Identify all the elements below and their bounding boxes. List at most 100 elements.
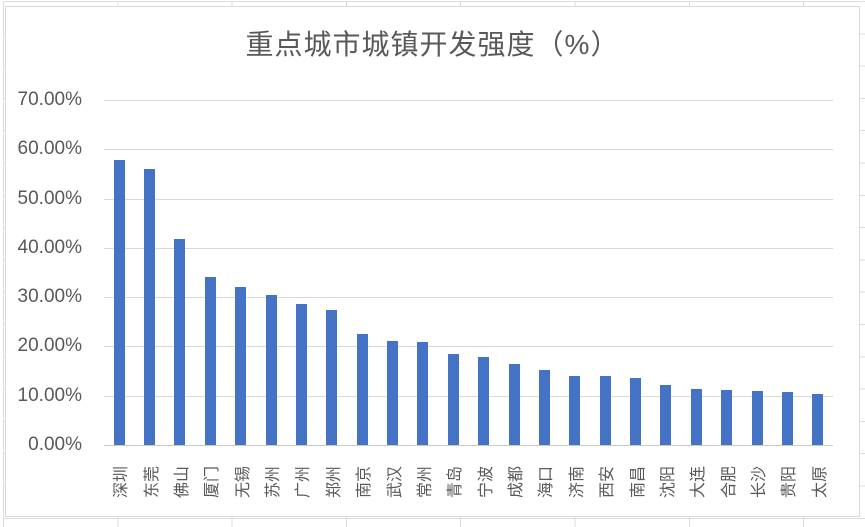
bar-slot [681,100,711,445]
bar-宁波[interactable] [478,357,490,445]
bar-沈阳[interactable] [660,385,672,445]
bar-武汉[interactable] [387,341,399,445]
bar-大连[interactable] [690,389,702,445]
x-axis-category-label: 常州 [416,465,434,499]
y-axis-tick-label: 60.00% [17,138,82,160]
bar-slot [620,100,650,445]
x-axis-category-label: 海口 [538,465,556,499]
y-axis-tick-label: 10.00% [17,384,82,406]
gridline [104,149,833,151]
bar-slot [712,100,742,445]
x-label-slot: 郑州 [317,451,347,513]
y-axis-tick-label: 20.00% [17,335,82,357]
x-axis-category-label: 南京 [356,465,374,499]
x-axis[interactable]: 深圳 东莞 佛山 厦门 无锡 苏州 广州 郑州 南京 武汉 常州 青岛 宁波 成都 海口 济南 西安 南昌 沈阳 大连… [104,451,833,513]
bar-slot [469,100,499,445]
x-axis-category-label: 广州 [295,465,313,499]
bar-slot [651,100,681,445]
x-axis-category-label: 东莞 [143,465,161,499]
bar-slot [803,100,833,445]
x-axis-category-label: 贵阳 [781,465,799,499]
x-axis-category-label: 青岛 [447,465,465,499]
x-axis-category-label: 大连 [690,465,708,499]
y-axis-tick-label: 50.00% [17,187,82,209]
x-axis-category-label: 宁波 [477,465,495,499]
x-label-slot: 海口 [529,451,559,513]
x-label-slot: 宁波 [469,451,499,513]
bar-济南[interactable] [569,376,581,445]
x-label-slot: 常州 [408,451,438,513]
x-label-slot: 佛山 [165,451,195,513]
bar-广州[interactable] [295,304,307,445]
x-axis-category-label: 厦门 [204,465,222,499]
gridline [104,100,833,101]
x-axis-category-label: 深圳 [113,465,131,499]
gridline [104,198,833,200]
x-axis-category-label: 苏州 [265,465,283,499]
bar-合肥[interactable] [721,390,733,445]
bar-slot [408,100,438,445]
bar-南京[interactable] [356,334,368,445]
bar-slot [165,100,195,445]
gridline [104,346,833,348]
bar-slot [286,100,316,445]
x-label-slot: 大连 [681,451,711,513]
bar-佛山[interactable] [174,239,186,445]
bar-厦门[interactable] [204,277,216,445]
bar-贵阳[interactable] [781,392,793,445]
chart-title[interactable]: 重点城市城镇开发强度（%） [245,29,620,60]
bar-长沙[interactable] [751,391,763,445]
bar-slot [104,100,134,445]
bar-slot [438,100,468,445]
gridline [104,247,833,249]
x-label-slot: 西安 [590,451,620,513]
chart-container[interactable]: 重点城市城镇开发强度（%） 70.00% 60.00% 50.00% 40.00% 30… [5,6,860,517]
gridline [104,297,833,299]
x-label-slot: 南京 [347,451,377,513]
y-axis-tick-label: 40.00% [17,236,82,258]
x-label-slot: 合肥 [712,451,742,513]
bar-slot [195,100,225,445]
bar-海口[interactable] [538,370,550,445]
x-axis-category-label: 武汉 [386,465,404,499]
bar-郑州[interactable] [326,310,338,445]
x-label-slot: 济南 [560,451,590,513]
bar-西安[interactable] [599,376,611,445]
bar-slot [256,100,286,445]
x-label-slot: 青岛 [438,451,468,513]
plot-area [104,100,833,446]
y-axis-tick-label: 70.00% [17,89,82,110]
bar-slot [529,100,559,445]
x-label-slot: 苏州 [256,451,286,513]
bar-南昌[interactable] [630,378,642,445]
y-axis-tick-label: 0.00% [28,434,82,455]
x-axis-category-label: 南昌 [629,465,647,499]
y-axis-tick-label: 30.00% [17,286,82,308]
bar-slot [499,100,529,445]
x-label-slot: 沈阳 [651,451,681,513]
bar-slot [347,100,377,445]
bar-深圳[interactable] [113,160,125,445]
x-axis-category-label: 长沙 [751,465,769,499]
bar-太原[interactable] [812,394,824,445]
bar-slot [590,100,620,445]
x-axis-category-label: 无锡 [234,465,252,499]
bar-苏州[interactable] [265,295,277,445]
bar-东莞[interactable] [144,169,156,445]
x-label-slot: 广州 [286,451,316,513]
x-axis-category-label: 西安 [599,465,617,499]
x-label-slot: 南昌 [620,451,650,513]
x-axis-category-label: 佛山 [173,465,191,499]
x-label-slot: 深圳 [104,451,134,513]
bar-series [104,100,833,445]
bar-slot [772,100,802,445]
x-axis-line [104,445,833,446]
x-axis-category-label: 合肥 [720,465,738,499]
x-axis-category-label: 太原 [811,465,829,499]
bar-常州[interactable] [417,342,429,445]
bar-青岛[interactable] [447,354,459,445]
bar-无锡[interactable] [235,287,247,445]
bar-slot [226,100,256,445]
bar-成都[interactable] [508,364,520,445]
gridline [104,395,833,397]
